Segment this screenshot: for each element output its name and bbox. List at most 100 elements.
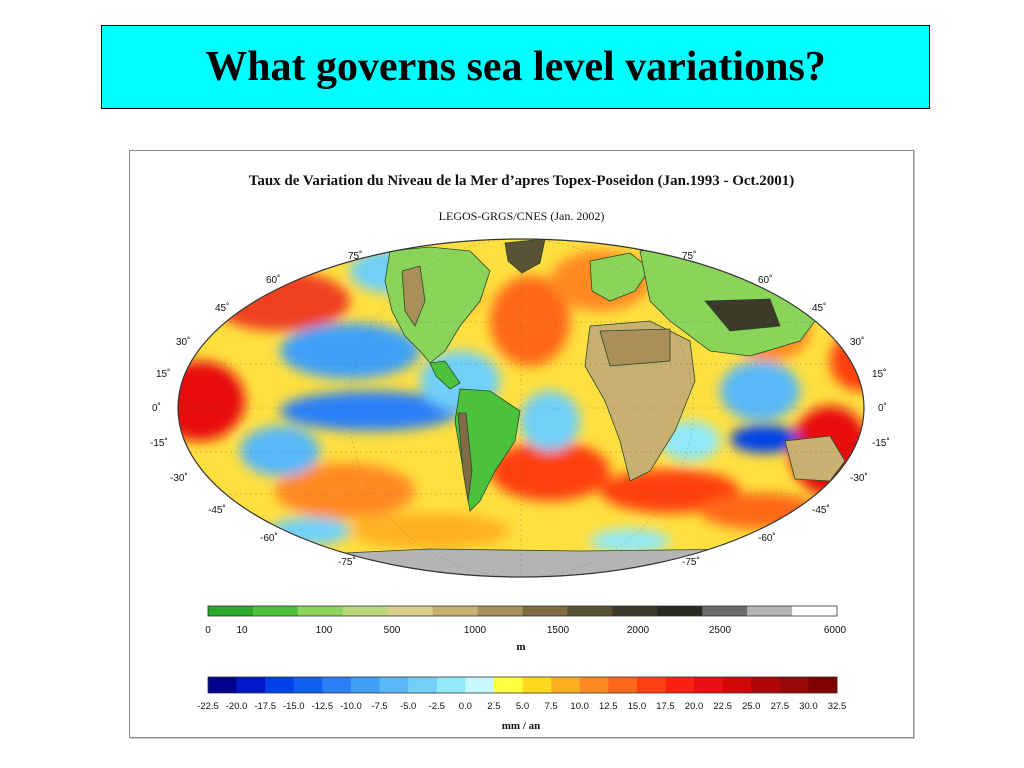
rate-tick: -22.5 (197, 701, 219, 712)
rate-tick: -20.0 (226, 701, 248, 712)
rate-colorbar-segment (350, 677, 381, 693)
world-map-svg: 75˚ 60˚ 45˚ 30˚ 15˚ 0˚ -15˚ -30˚ -45˚ -6… (150, 238, 890, 732)
rate-tick: 7.5 (544, 701, 557, 712)
rate-tick: -17.5 (254, 701, 276, 712)
rate-tick: -2.5 (429, 701, 445, 712)
lat-label-left: 30˚ (176, 336, 190, 348)
map-title: Taux de Variation du Niveau de la Mer d’… (248, 173, 795, 189)
map-area (178, 239, 864, 577)
slide-title: What governs sea level variations? (205, 44, 826, 90)
lat-label-left: -15˚ (150, 437, 168, 449)
lat-label-right: -75˚ (682, 556, 700, 568)
landmass-north-america-mountains (401, 265, 426, 327)
rate-colorbar-segment (522, 677, 552, 693)
elevation-tick: 1500 (547, 625, 570, 636)
lat-label-left: -30˚ (170, 472, 188, 484)
rate-tick: -12.5 (312, 701, 334, 712)
rate-colorbar-segment (579, 677, 609, 693)
lat-label-right: 75˚ (682, 250, 696, 262)
lat-label-right: 30˚ (850, 336, 864, 348)
elevation-tick: 10 (236, 625, 248, 636)
landmass-himalaya (704, 298, 781, 332)
lat-label-right: 60˚ (758, 274, 772, 286)
rate-colorbar-segment (751, 677, 781, 693)
rate-colorbar-segment (722, 677, 752, 693)
elevation-colorbar-segment (792, 606, 838, 616)
lat-label-left: 0˚ (152, 402, 161, 414)
rate-colorbar-segment (465, 677, 495, 693)
lat-label-left: -45˚ (208, 504, 226, 516)
rate-colorbar-segment (379, 677, 409, 693)
rate-colorbar-segment (322, 677, 352, 693)
lat-label-right: 45˚ (812, 302, 826, 314)
landmass-central-america (429, 360, 461, 390)
elevation-tick: 2000 (627, 625, 650, 636)
elevation-colorbar-segment (208, 606, 254, 616)
latitude-labels: 75˚ 60˚ 45˚ 30˚ 15˚ 0˚ -15˚ -30˚ -45˚ -6… (150, 250, 890, 568)
rate-tick: 5.0 (516, 701, 529, 712)
elevation-tick: 500 (384, 625, 401, 636)
elevation-colorbar-segment (297, 606, 344, 616)
elevation-colorbar-segment (747, 606, 793, 616)
lat-label-left: 75˚ (348, 250, 362, 262)
elevation-colorbar-segment (567, 606, 613, 616)
elevation-tick: 2500 (709, 625, 732, 636)
lat-label-right: -45˚ (812, 504, 830, 516)
landmass-sahara (599, 328, 671, 367)
elevation-tick: 6000 (824, 625, 847, 636)
elevation-colorbar-segment (342, 606, 389, 616)
rate-colorbar: -22.5 -20.0 -17.5 -15.0 -12.5 -10.0 -7.5 -5.0 -2… (197, 676, 846, 732)
elevation-colorbar-segment (522, 606, 568, 616)
slide-title-box: What governs sea level variations? (101, 25, 930, 109)
rate-colorbar-segment (208, 677, 238, 693)
rate-ticks: -22.5 -20.0 -17.5 -15.0 -12.5 -10.0 -7.5 -5.0 -2… (197, 701, 846, 712)
landmass-antarctica (279, 548, 831, 577)
rate-colorbar-segment (293, 677, 323, 693)
rate-tick: 15.0 (628, 701, 647, 712)
rate-tick: 10.0 (570, 701, 589, 712)
elevation-colorbar-segment (612, 606, 658, 616)
map-outline (177, 238, 865, 578)
rate-tick: 12.5 (599, 701, 618, 712)
rate-tick: 22.5 (713, 701, 732, 712)
lat-label-left: 15˚ (156, 368, 170, 380)
graticule (178, 239, 864, 577)
lat-label-left: 60˚ (266, 274, 280, 286)
rate-colorbar-segments (208, 677, 838, 693)
elevation-colorbar-segment (387, 606, 434, 616)
rate-tick: 0.0 (459, 701, 472, 712)
elevation-unit: m (516, 641, 525, 653)
lat-label-right: -15˚ (872, 437, 890, 449)
rate-tick: -15.0 (283, 701, 305, 712)
rate-colorbar-segment (808, 677, 838, 693)
lat-label-left: -75˚ (338, 556, 356, 568)
landmass-south-america (454, 388, 521, 512)
lat-label-right: -30˚ (850, 472, 868, 484)
elevation-colorbar: 0 10 100 500 1000 1500 2000 2500 6000 m (205, 605, 847, 653)
sea-level-map-figure: Taux de Variation du Niveau de la Mer d’… (129, 150, 914, 738)
rate-tick: -7.5 (371, 701, 387, 712)
rate-tick: 30.0 (799, 701, 818, 712)
map-subtitle: LEGOS-GRGS/CNES (Jan. 2002) (438, 209, 605, 223)
rate-tick: 32.5 (828, 701, 847, 712)
lat-label-right: 0˚ (878, 402, 887, 414)
rate-colorbar-segment (636, 677, 666, 693)
lat-label-left: -60˚ (260, 532, 278, 544)
landmass-europe (589, 252, 651, 302)
rate-tick: 20.0 (685, 701, 704, 712)
rate-colorbar-segment (265, 677, 295, 693)
landmass-australia (784, 435, 846, 482)
rate-colorbar-segment (694, 677, 724, 693)
rate-tick: 25.0 (742, 701, 761, 712)
rate-colorbar-segment (551, 677, 581, 693)
elevation-tick: 0 (205, 625, 211, 636)
rate-colorbar-segment (665, 677, 695, 693)
lat-label-right: 15˚ (872, 368, 886, 380)
rate-tick: -10.0 (340, 701, 362, 712)
elevation-tick: 100 (316, 625, 333, 636)
elevation-ticks: 0 10 100 500 1000 1500 2000 2500 6000 (205, 625, 846, 636)
rate-colorbar-segment (236, 677, 266, 693)
elevation-colorbar-segment (477, 606, 523, 616)
rate-colorbar-segment (408, 677, 438, 693)
elevation-colorbar-segment (432, 606, 479, 616)
